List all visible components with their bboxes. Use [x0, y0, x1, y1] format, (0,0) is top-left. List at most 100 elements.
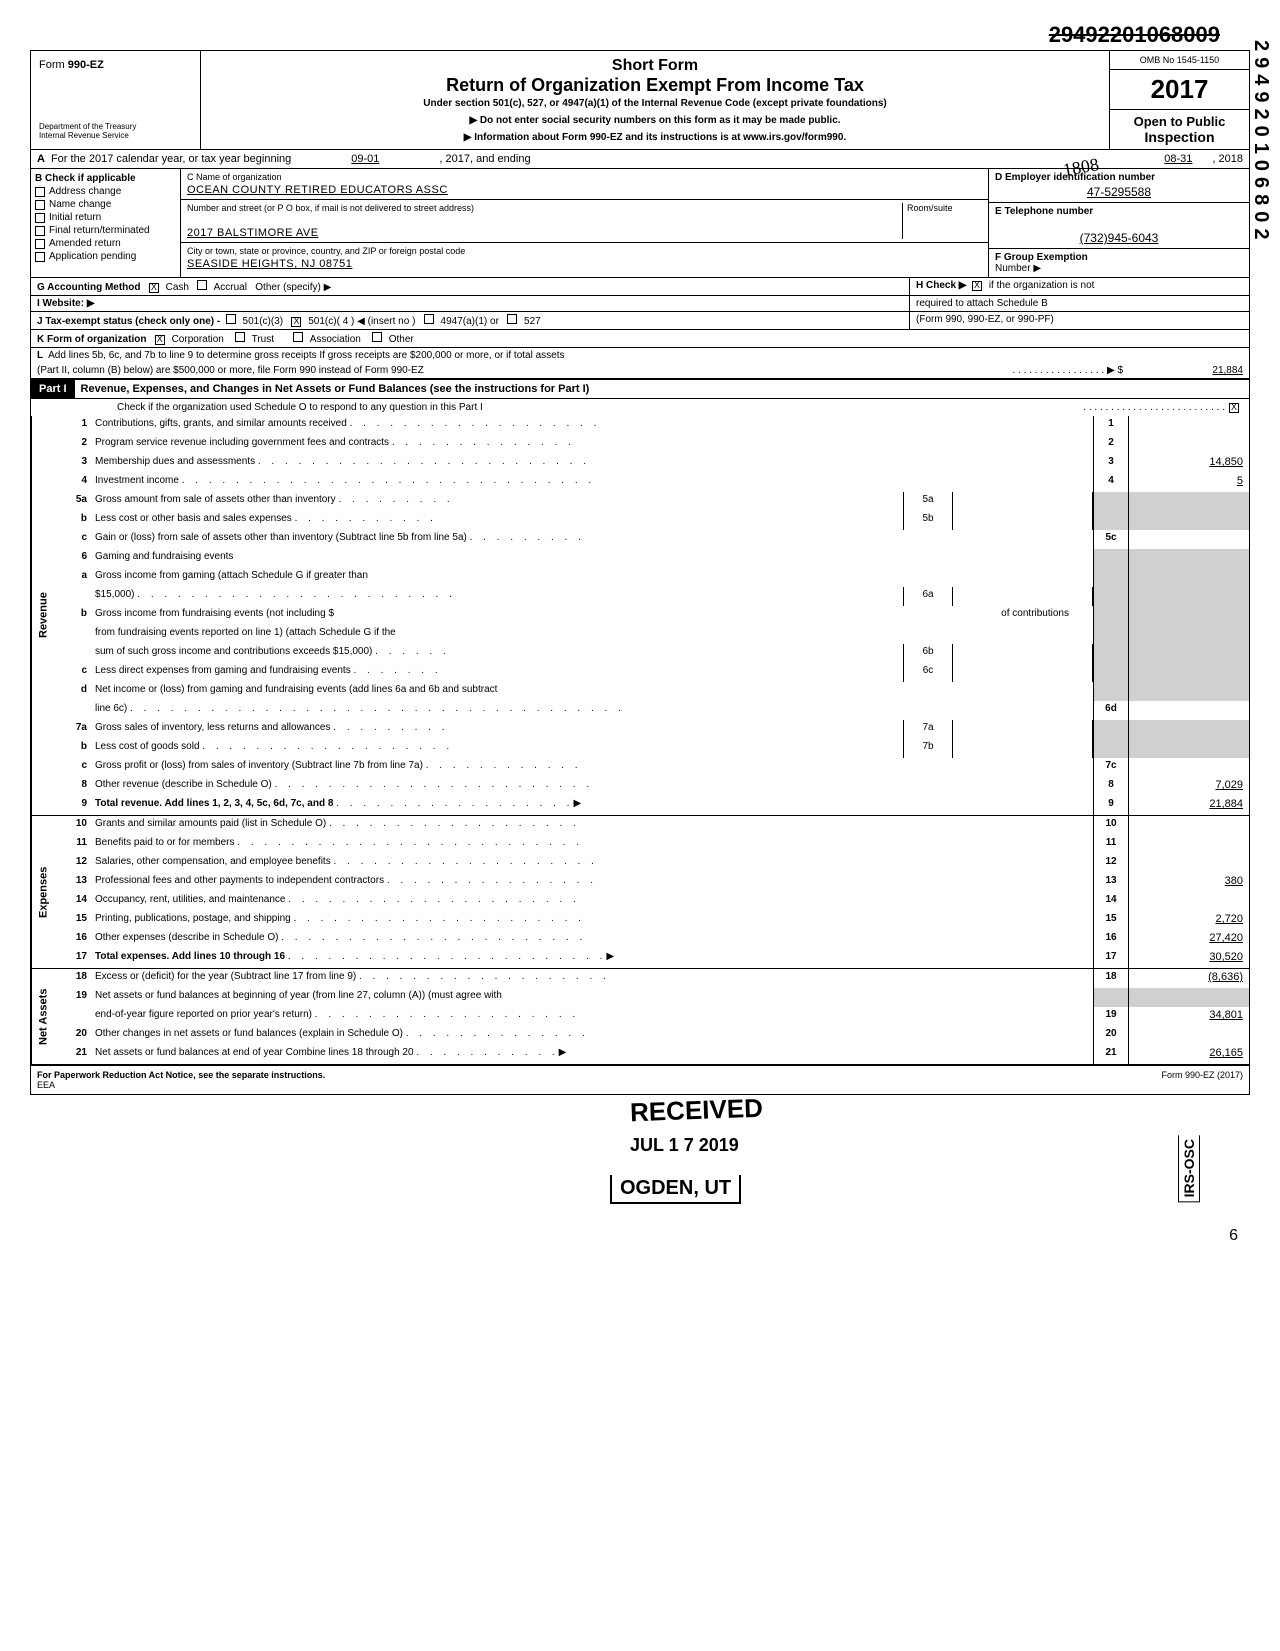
chk-association[interactable]: [293, 332, 303, 342]
f-label: F Group Exemption: [995, 252, 1243, 263]
line-8-value: 7,029: [1129, 777, 1249, 796]
part-i-badge: Part I: [31, 380, 75, 398]
form-prefix: Form: [39, 59, 65, 71]
total-expenses: 30,520: [1129, 949, 1249, 968]
chk-501c[interactable]: X: [291, 317, 301, 327]
section-bcdef: B Check if applicable Address change Nam…: [31, 169, 1249, 278]
chk-other-org[interactable]: [372, 332, 382, 342]
ogden-stamp: OGDEN, UT: [610, 1175, 741, 1204]
g-other: Other (specify) ▶: [255, 282, 331, 293]
chk-final-return[interactable]: Final return/terminated: [35, 225, 176, 236]
line-4-value: 5: [1129, 473, 1249, 492]
revenue-section: Revenue 1Contributions, gifts, grants, a…: [31, 416, 1249, 816]
part-i-check-text: Check if the organization used Schedule …: [117, 402, 1079, 413]
expenses-section: Expenses 10Grants and similar amounts pa…: [31, 816, 1249, 969]
row-j: J Tax-exempt status (check only one) - 5…: [31, 312, 1249, 330]
line-15-value: 2,720: [1129, 911, 1249, 930]
received-stamp: RECEIVED: [629, 1093, 763, 1129]
title-short-form: Short Form: [211, 57, 1099, 75]
form-ref: Form 990-EZ (2017): [1161, 1070, 1243, 1090]
chk-schedule-o[interactable]: X: [1229, 403, 1239, 413]
line-18-value: (8,636): [1129, 969, 1249, 988]
title-return: Return of Organization Exempt From Incom…: [211, 75, 1099, 96]
gross-receipts: 21,884: [1123, 365, 1243, 376]
row-gh: G Accounting Method X Cash Accrual Other…: [31, 278, 1249, 296]
f-sub: Number ▶: [995, 263, 1243, 274]
chk-527[interactable]: [507, 314, 517, 324]
dept-irs: Internal Revenue Service: [39, 132, 192, 141]
subtitle-section: Under section 501(c), 527, or 4947(a)(1)…: [211, 98, 1099, 109]
row-l2: (Part II, column (B) below) are $500,000…: [31, 363, 1249, 379]
org-street: 2017 BALSTIMORE AVE: [187, 227, 902, 239]
row-i: I Website: ▶ required to attach Schedule…: [31, 296, 1249, 312]
chk-501c3[interactable]: [226, 314, 236, 324]
line-2-value: [1129, 435, 1249, 454]
line-19-value: 34,801: [1129, 1007, 1249, 1026]
h-text3: (Form 990, 990-EZ, or 990-PF): [909, 312, 1249, 329]
line-3-value: 14,850: [1129, 454, 1249, 473]
org-name: OCEAN COUNTY RETIRED EDUCATORS ASSC: [187, 184, 982, 196]
inspection: Inspection: [1114, 129, 1245, 145]
row-a-label: A: [37, 153, 45, 165]
open-public: Open to Public: [1114, 114, 1245, 129]
e-label: E Telephone number: [995, 206, 1243, 217]
tax-year-begin: 09-01: [351, 153, 379, 165]
row-a-text: For the 2017 calendar year, or tax year …: [51, 153, 291, 165]
ein-value: 47-5295588: [995, 185, 1243, 199]
c-city-label: City or town, state or province, country…: [187, 246, 982, 256]
row-k: K Form of organization X Corporation Tru…: [31, 330, 1249, 348]
chk-address-change[interactable]: Address change: [35, 186, 176, 197]
form-footer: For Paperwork Reduction Act Notice, see …: [31, 1066, 1249, 1094]
net-assets-label: Net Assets: [31, 969, 55, 1064]
chk-name-change[interactable]: Name change: [35, 199, 176, 210]
chk-cash[interactable]: X: [149, 283, 159, 293]
subtitle-ssn: ▶ Do not enter social security numbers o…: [211, 115, 1099, 126]
h-text: if the organization is not: [989, 280, 1095, 291]
line-21-value: 26,165: [1129, 1045, 1249, 1064]
total-revenue: 21,884: [1129, 796, 1249, 815]
part-i-header: Part I Revenue, Expenses, and Changes in…: [31, 379, 1249, 399]
chk-application-pending[interactable]: Application pending: [35, 251, 176, 262]
row-a-mid: , 2017, and ending: [439, 153, 530, 165]
irs-osc-stamp: IRS-OSC: [1178, 1135, 1200, 1202]
revenue-label: Revenue: [31, 416, 55, 815]
form-number: 990-EZ: [68, 59, 104, 71]
line-13-value: 380: [1129, 873, 1249, 892]
chk-accrual[interactable]: [197, 280, 207, 290]
paperwork-notice: For Paperwork Reduction Act Notice, see …: [37, 1070, 325, 1080]
g-label: G Accounting Method: [37, 282, 141, 293]
form-header: Form 990-EZ Department of the Treasury I…: [31, 51, 1249, 150]
b-text: Check if applicable: [45, 173, 136, 184]
tax-year-end-yr: , 2018: [1212, 153, 1243, 165]
h-text2: required to attach Schedule B: [909, 296, 1249, 311]
j-label: J Tax-exempt status (check only one) -: [37, 316, 220, 327]
eea: EEA: [37, 1080, 55, 1090]
d-label: D Employer identification number: [995, 172, 1243, 183]
stamps-area: RECEIVED JUL 1 7 2019 OGDEN, UT IRS-OSC …: [30, 1095, 1250, 1225]
part-i-title: Revenue, Expenses, and Changes in Net As…: [75, 380, 1249, 398]
chk-initial-return[interactable]: Initial return: [35, 212, 176, 223]
b-label: B: [35, 173, 42, 184]
chk-amended-return[interactable]: Amended return: [35, 238, 176, 249]
form-page: 1808 Form 990-EZ Department of the Treas…: [30, 50, 1250, 1095]
phone-value: (732)945-6043: [995, 231, 1243, 245]
vertical-doc-number: 294920106802: [1249, 40, 1272, 245]
chk-trust[interactable]: [235, 332, 245, 342]
chk-corporation[interactable]: X: [155, 335, 165, 345]
row-l1: L Add lines 5b, 6c, and 7b to line 9 to …: [31, 348, 1249, 363]
org-city: SEASIDE HEIGHTS, NJ 08751: [187, 258, 982, 270]
expenses-label: Expenses: [31, 816, 55, 968]
h-label: H Check ▶: [916, 280, 966, 291]
l-label: L: [37, 350, 43, 361]
chk-4947[interactable]: [424, 314, 434, 324]
part-i-check-row: Check if the organization used Schedule …: [31, 399, 1249, 416]
received-date: JUL 1 7 2019: [630, 1135, 739, 1156]
i-label: I Website: ▶: [37, 298, 95, 309]
c-name-label: C Name of organization: [187, 172, 982, 182]
room-suite-label: Room/suite: [902, 203, 982, 239]
net-assets-section: Net Assets 18Excess or (deficit) for the…: [31, 969, 1249, 1066]
subtitle-info: ▶ Information about Form 990-EZ and its …: [211, 132, 1099, 143]
chk-schedule-b[interactable]: X: [972, 281, 982, 291]
page-number: 6: [1229, 1227, 1238, 1245]
top-strike-number: 29492201068009: [1049, 22, 1220, 48]
